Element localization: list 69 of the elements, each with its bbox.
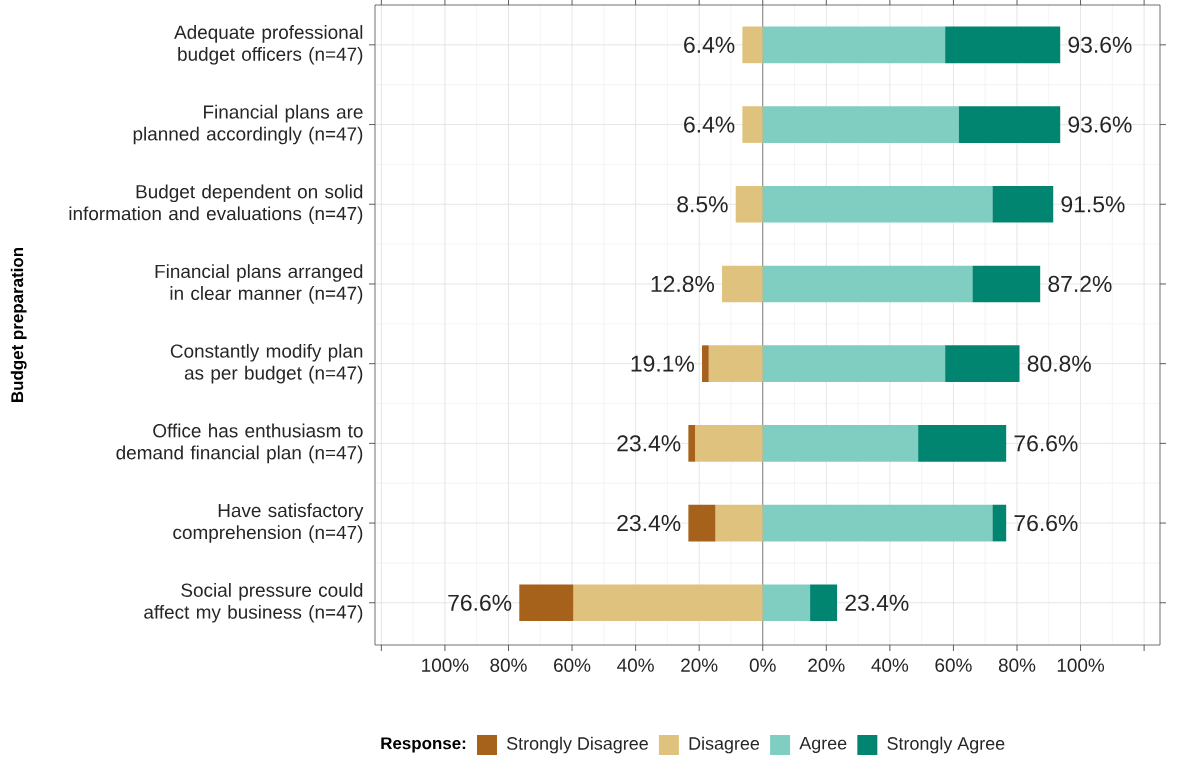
annotation: 6.4% [684,116,735,133]
bar [762,425,919,462]
bar [945,345,1020,382]
bar [992,504,1007,542]
bar [958,106,1061,143]
x-tick-label: 20% [681,658,718,672]
legend-label: Strongly Agree [887,736,1005,754]
bar [762,265,973,303]
x-tick-label: 60% [554,658,591,672]
annotation: 8.5% [677,196,728,213]
bar [762,345,946,382]
annotation: 6.4% [684,36,735,53]
y-tick-label: Budget dependent on solid information and evaluations (n=47) [69,184,363,225]
annotation: 12.8% [651,275,715,293]
annotation: 23.4% [617,514,681,532]
bar [695,425,763,462]
x-tick-label: 60% [935,658,972,672]
x-tick-label: 100% [422,658,469,672]
x-tick-label: 80% [998,658,1036,672]
bar [519,584,574,622]
annotation: 87.2% [1048,275,1112,293]
bar [972,265,1041,303]
annotation: 23.4% [617,435,681,452]
y-tick-label: Adequate professional budget officers (n=47) [174,25,363,65]
bar [742,26,763,64]
bar [992,185,1054,223]
y-axis-title: Budget preparation [10,247,27,402]
y-tick-label: Constantly modify plan as per budget (n=47) [170,343,363,384]
annotation: 93.6% [1068,116,1132,133]
x-tick-label: 20% [808,658,845,672]
bar [918,425,1007,462]
bar [945,26,1061,64]
x-tick-label: 0% [749,658,776,672]
annotation: 23.4% [845,594,909,611]
legend-label: Disagree [689,736,760,754]
legend-label: Agree [799,736,847,754]
bar [762,106,959,143]
bar [688,504,716,542]
bar [742,106,763,143]
annotation: 76.6% [448,594,512,611]
bar [715,504,763,542]
bar [722,265,763,303]
bar [573,584,763,622]
bar [702,345,709,382]
y-tick-label: Financial plans arranged in clear manner (n=47) [155,264,363,304]
bar [688,425,696,462]
bar [708,345,763,382]
y-tick-label: Office has enthusiasm to demand financial plan (n=47) [116,423,363,464]
bar [762,504,993,542]
annotation: 80.8% [1027,355,1091,372]
annotation: 91.5% [1061,196,1125,213]
bar [762,26,946,64]
x-tick-label: 40% [871,658,909,672]
annotation: 93.6% [1068,36,1132,53]
bar [762,185,993,223]
legend-label: Strongly Disagree [507,736,648,754]
bar [735,185,763,223]
annotation: 76.6% [1014,435,1078,452]
x-tick-label: 80% [490,658,527,672]
y-tick-label: Social pressure could affect my business (n=47) [144,582,363,623]
bar [762,584,811,622]
legend-title: Response: [381,737,466,753]
x-tick-label: 40% [617,658,654,672]
y-tick-label: Financial plans are planned accordingly (n=47) [133,104,363,145]
annotation: 19.1% [631,355,695,372]
annotation: 76.6% [1014,514,1078,532]
bar [810,584,838,622]
x-tick-label: 100% [1057,658,1105,672]
y-tick-label: Have satisfactory comprehension (n=47) [173,503,364,543]
